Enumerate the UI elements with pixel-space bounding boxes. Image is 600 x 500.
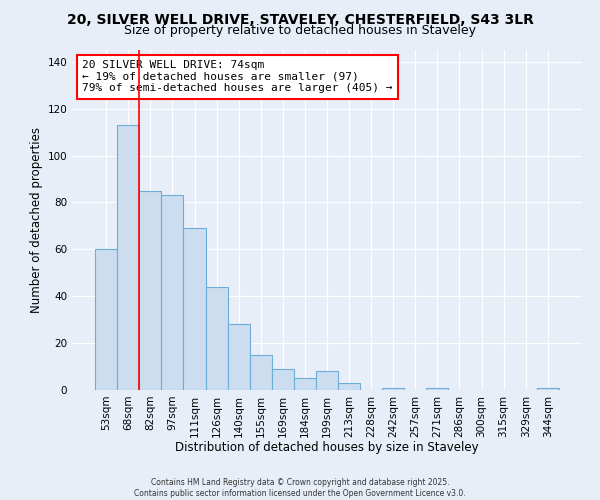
Bar [95, 250, 117, 390]
Bar [272, 369, 294, 390]
Bar [316, 371, 338, 390]
Bar [294, 378, 316, 390]
Bar [537, 388, 559, 390]
Bar [338, 383, 360, 390]
Bar [161, 196, 184, 390]
Bar [227, 324, 250, 390]
Bar [117, 125, 139, 390]
Text: Contains HM Land Registry data © Crown copyright and database right 2025.
Contai: Contains HM Land Registry data © Crown c… [134, 478, 466, 498]
Y-axis label: Number of detached properties: Number of detached properties [30, 127, 43, 313]
Bar [427, 388, 448, 390]
Text: Size of property relative to detached houses in Staveley: Size of property relative to detached ho… [124, 24, 476, 37]
Bar [250, 355, 272, 390]
Text: 20 SILVER WELL DRIVE: 74sqm
← 19% of detached houses are smaller (97)
79% of sem: 20 SILVER WELL DRIVE: 74sqm ← 19% of det… [82, 60, 392, 94]
Bar [139, 190, 161, 390]
Text: 20, SILVER WELL DRIVE, STAVELEY, CHESTERFIELD, S43 3LR: 20, SILVER WELL DRIVE, STAVELEY, CHESTER… [67, 12, 533, 26]
Bar [206, 287, 227, 390]
Bar [184, 228, 206, 390]
X-axis label: Distribution of detached houses by size in Staveley: Distribution of detached houses by size … [175, 441, 479, 454]
Bar [382, 388, 404, 390]
